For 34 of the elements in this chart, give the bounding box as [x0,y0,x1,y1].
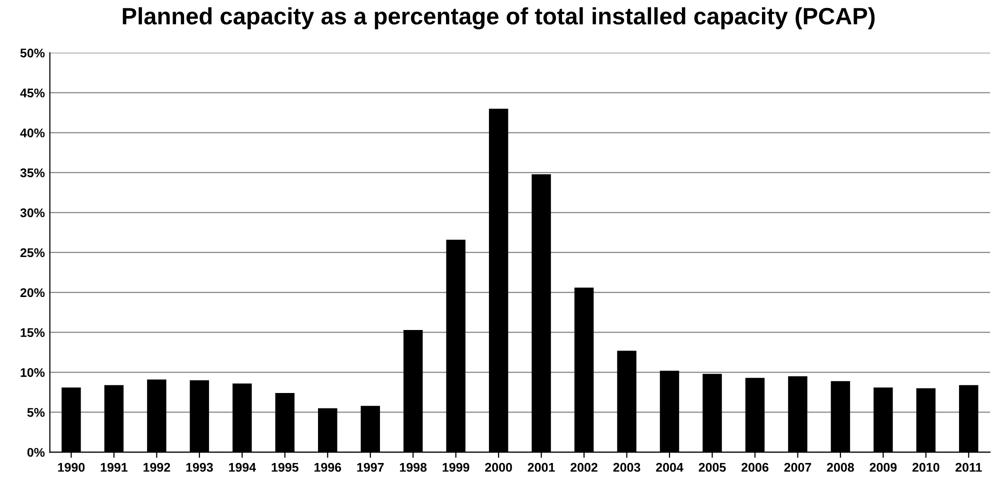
y-tick-label: 25% [20,248,45,258]
x-tick-label: 2009 [870,462,897,472]
y-tick-label: 5% [27,408,45,417]
y-tick-label: 15% [20,328,45,338]
x-tick-label: 2002 [570,462,598,472]
y-tick-label: 30% [20,208,45,218]
y-tick-label: 0% [27,448,45,457]
x-tick-label: 1994 [229,462,256,472]
y-tick-label: 40% [20,128,45,138]
chart-title: Planned capacity as a percentage of total installed capacity (PCAP) [122,7,875,30]
x-tick-label: 1990 [58,462,85,472]
x-tick-label: 2008 [826,462,854,472]
y-tick-label: 45% [20,88,45,98]
x-tick-label: 2010 [912,462,940,472]
x-tick-label: 1993 [186,462,213,472]
x-tick-label: 1999 [442,462,470,472]
x-tick-label: 2001 [528,462,555,472]
x-tick-label: 2011 [956,462,982,472]
x-tick-label: 1995 [272,462,298,472]
y-tick-label: 10% [20,368,45,377]
x-tick-label: 2007 [784,462,812,472]
x-tick-label: 1992 [144,462,170,472]
y-tick-label: 20% [20,288,45,298]
x-tick-label: 1998 [400,462,427,472]
x-tick-label: 1991 [100,462,128,472]
x-tick-label: 2000 [485,462,512,472]
x-tick-label: 2005 [698,462,726,472]
x-tick-label: 1997 [357,462,384,472]
x-tick-label: 2003 [613,462,640,472]
y-tick-label: 50% [20,48,45,58]
x-tick-label: 2006 [742,462,768,472]
x-tick-label: 1996 [314,462,342,472]
x-tick-label: 2004 [656,462,684,472]
y-tick-label: 35% [20,168,45,178]
